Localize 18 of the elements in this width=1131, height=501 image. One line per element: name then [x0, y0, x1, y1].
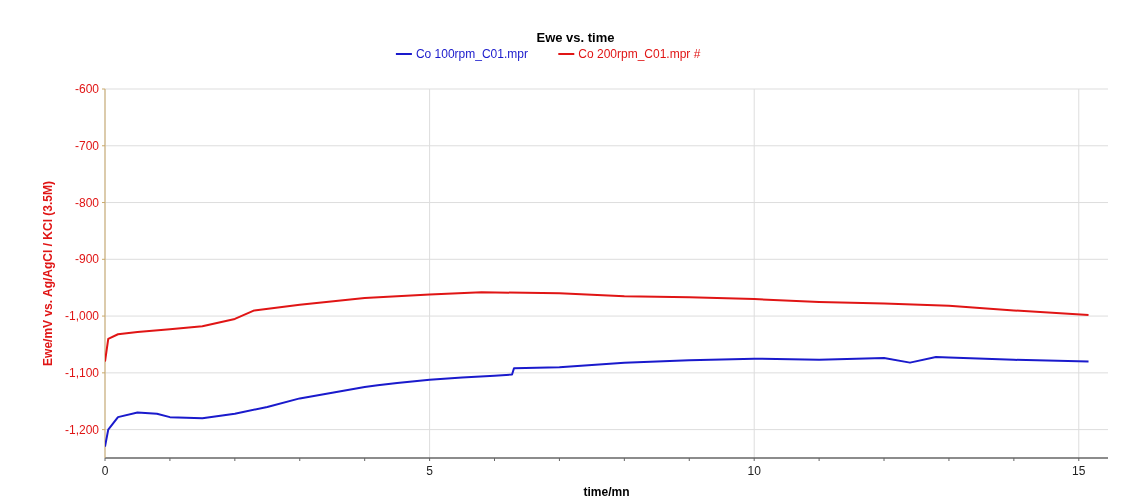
- x-tick-label: 5: [426, 464, 434, 478]
- x-tick-label: 10: [747, 464, 762, 478]
- line-series: [105, 291, 1090, 363]
- y-tick-label: -1,200: [64, 422, 100, 437]
- y-tick-label: -600: [74, 82, 100, 96]
- y-tick-label: -1,100: [64, 365, 100, 380]
- legend-label: Co 200rpm_C01.mpr #: [578, 47, 701, 61]
- y-axis-title: Ewe/mV vs. Ag/AgCl / KCl (3.5M): [41, 181, 55, 366]
- line-series: [105, 355, 1090, 448]
- x-tick-label: 15: [1072, 464, 1086, 478]
- y-tick-label: -800: [74, 195, 100, 210]
- legend-label: Co 100rpm_C01.mpr: [415, 47, 528, 61]
- y-tick-label: -900: [74, 252, 100, 267]
- y-tick-label: -700: [74, 138, 100, 153]
- y-tick-label: -1,000: [64, 309, 100, 324]
- x-axis-title: time/mn: [583, 485, 630, 499]
- x-tick-label: 0: [101, 464, 109, 478]
- chart-title: Ewe vs. time: [536, 30, 615, 45]
